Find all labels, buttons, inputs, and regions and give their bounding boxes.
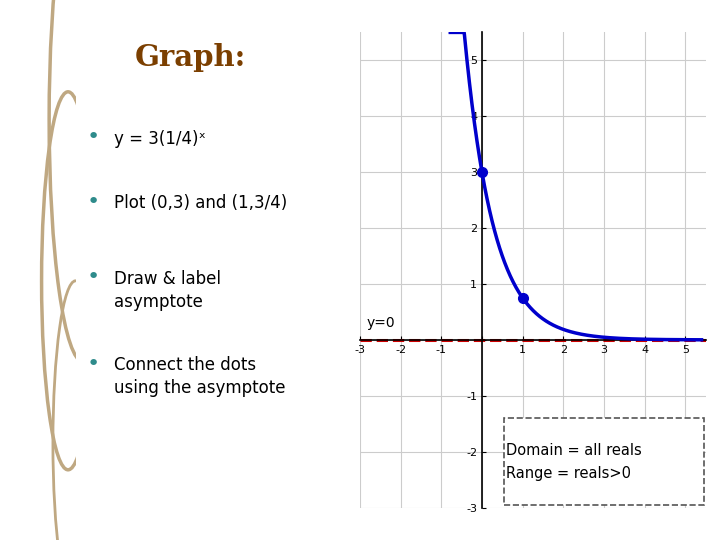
Text: Connect the dots
using the asymptote: Connect the dots using the asymptote [114, 356, 285, 397]
Text: Graph:: Graph: [135, 43, 246, 72]
Text: Draw & label
asymptote: Draw & label asymptote [114, 270, 221, 311]
Text: Domain = all reals
Range = reals>0: Domain = all reals Range = reals>0 [506, 443, 642, 481]
Text: Plot (0,3) and (1,3/4): Plot (0,3) and (1,3/4) [114, 194, 287, 212]
Text: •: • [86, 127, 100, 147]
Text: •: • [86, 267, 100, 287]
Text: •: • [86, 192, 100, 212]
FancyBboxPatch shape [504, 418, 703, 505]
Text: •: • [86, 354, 100, 374]
Text: y = 3(1/4)ˣ: y = 3(1/4)ˣ [114, 130, 206, 147]
Text: y=0: y=0 [366, 316, 395, 330]
